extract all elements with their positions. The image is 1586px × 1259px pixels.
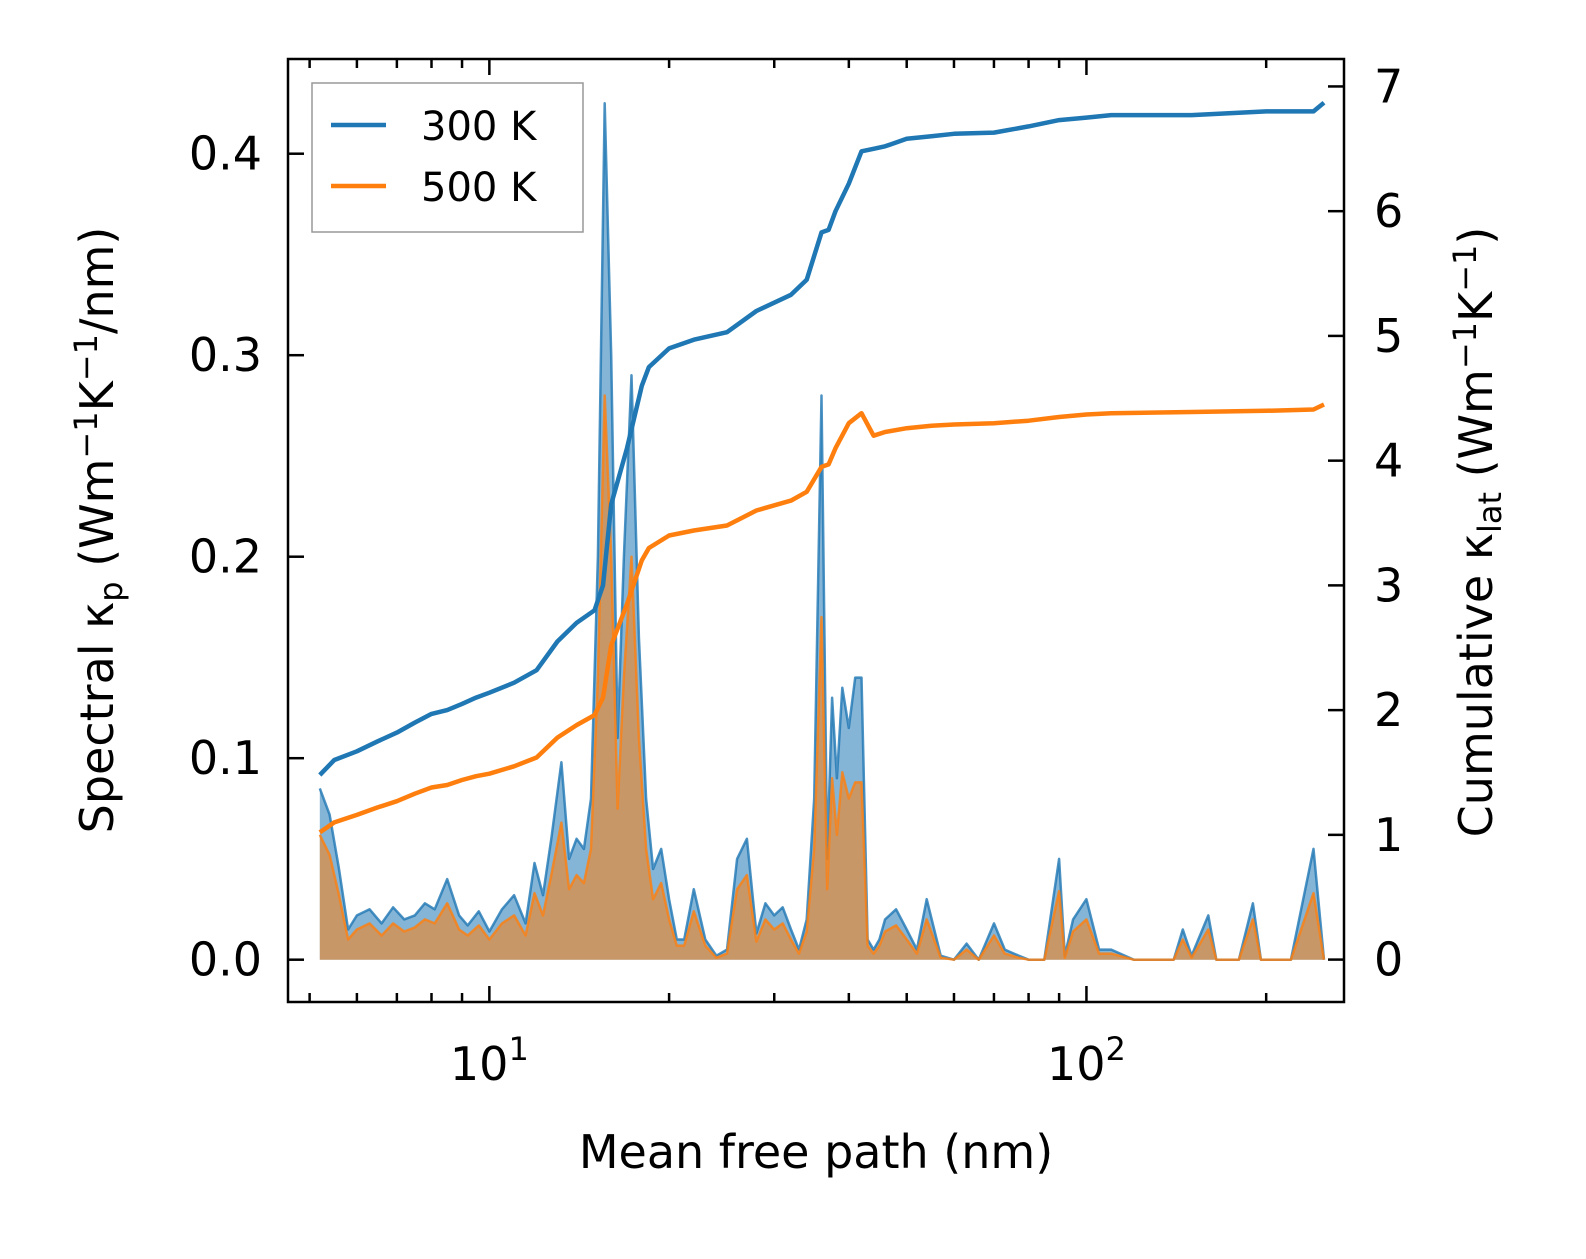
spectral-area-300k bbox=[319, 103, 1324, 960]
y-right-tick-label-1: 1 bbox=[1374, 808, 1403, 862]
y-right-label-sub: lat bbox=[1471, 492, 1509, 533]
chart-lines bbox=[318, 100, 1326, 835]
y-left-tick-label-0.3: 0.3 bbox=[189, 328, 262, 382]
y-right-tick-label-4: 4 bbox=[1374, 434, 1403, 488]
y-left-tick-label-0.4: 0.4 bbox=[189, 127, 262, 181]
y-right-label-units: (Wm bbox=[1449, 369, 1503, 492]
y-right-tick-label-3: 3 bbox=[1374, 558, 1403, 612]
plot-frame bbox=[286, 57, 1346, 1004]
x-tick-base: 10 bbox=[1047, 1037, 1106, 1091]
y-left-tick-label-0.2: 0.2 bbox=[189, 530, 262, 584]
spectral-line-300k bbox=[318, 102, 1326, 961]
y-axis-label-right: Cumulative κlat (Wm−1K−1) bbox=[1446, 227, 1509, 838]
y-left-label-sup2: −1 bbox=[67, 334, 105, 381]
y-left-label-k: K bbox=[70, 379, 124, 411]
legend-label-300k: 300 K bbox=[421, 104, 538, 150]
x-tick-exponent: 2 bbox=[1106, 1030, 1126, 1068]
spectral-line-500k bbox=[318, 394, 1326, 961]
y-right-tick-label-2: 2 bbox=[1374, 683, 1403, 737]
y-right-tick-label-5: 5 bbox=[1374, 309, 1403, 363]
x-axis-label: Mean free path (nm) bbox=[579, 1125, 1053, 1179]
y-left-label-tail: /nm) bbox=[70, 227, 124, 334]
axis-ticks bbox=[288, 59, 1344, 1002]
legend: 300 K 500 K bbox=[311, 82, 584, 233]
x-tick-base: 10 bbox=[450, 1037, 509, 1091]
y-left-tick-label-0.1: 0.1 bbox=[189, 731, 262, 785]
y-right-label-main: Cumulative κ bbox=[1449, 533, 1503, 837]
y-left-label-units: (Wm bbox=[70, 459, 124, 582]
legend-label-500k: 500 K bbox=[421, 165, 538, 211]
x-tick-label-10: 101 bbox=[450, 1030, 529, 1091]
legend-frame bbox=[311, 82, 584, 233]
x-tick-label-100: 102 bbox=[1047, 1030, 1126, 1091]
cumulative-line-300k bbox=[318, 100, 1326, 777]
y-left-tick-label-0.0: 0.0 bbox=[189, 933, 262, 987]
y-right-tick-label-0: 0 bbox=[1374, 933, 1403, 987]
x-tick-exponent: 1 bbox=[508, 1030, 528, 1068]
y-right-label-tail: ) bbox=[1449, 227, 1503, 245]
y-left-label-sub: p bbox=[92, 581, 130, 601]
y-right-tick-label-7: 7 bbox=[1374, 59, 1403, 113]
y-right-label-k: K bbox=[1449, 290, 1503, 322]
cumulative-line-500k bbox=[318, 402, 1325, 835]
y-left-label-sup1: −1 bbox=[67, 411, 105, 458]
y-left-label-main: Spectral κ bbox=[70, 602, 124, 834]
spectral-fills bbox=[318, 102, 1326, 961]
y-right-label-sup1: −1 bbox=[1446, 322, 1484, 369]
y-right-label-sup2: −1 bbox=[1446, 245, 1484, 292]
y-axis-label-left: Spectral κp (Wm−1K−1/nm) bbox=[67, 227, 130, 834]
y-right-tick-label-6: 6 bbox=[1374, 184, 1403, 238]
